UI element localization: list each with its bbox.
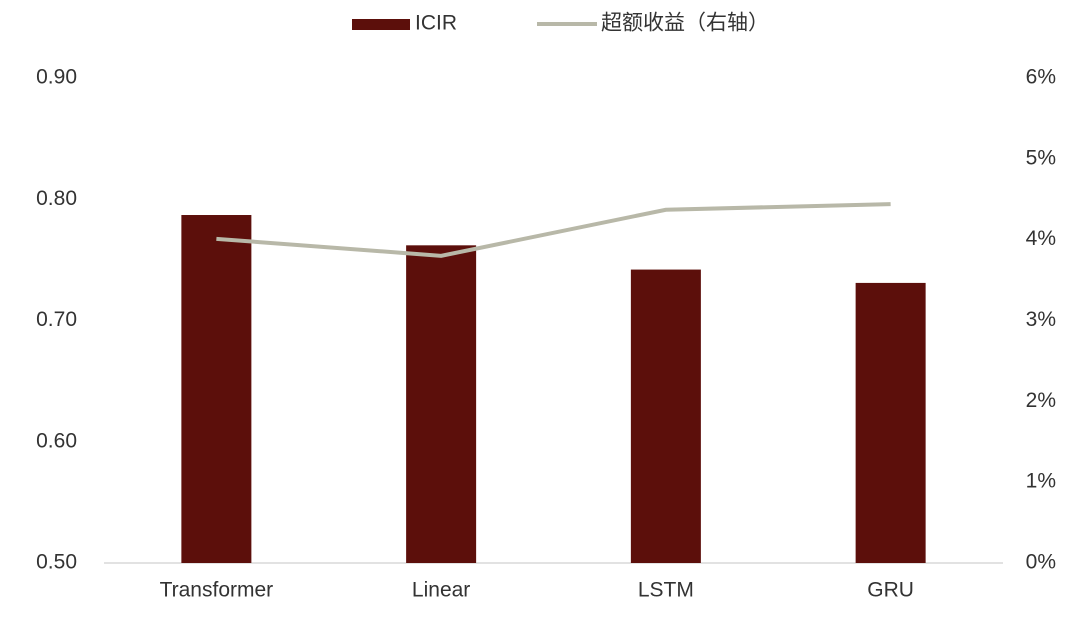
- x-tick-label: Linear: [412, 579, 470, 602]
- y2-tick-label: 6%: [1026, 66, 1056, 89]
- y2-tick-label: 3%: [1026, 308, 1056, 331]
- y-tick-label: 0.60: [36, 429, 77, 452]
- y2-tick-label: 4%: [1026, 227, 1056, 250]
- x-tick-label: LSTM: [638, 579, 694, 602]
- y-tick-label: 0.80: [36, 187, 77, 210]
- legend-swatch: [352, 19, 410, 30]
- y-tick-label: 0.50: [36, 551, 77, 574]
- y2-tick-label: 5%: [1026, 146, 1056, 169]
- legend-label: ICIR: [415, 12, 457, 35]
- bar: [855, 282, 926, 563]
- y-tick-label: 0.70: [36, 308, 77, 331]
- x-tick-label: Transformer: [160, 579, 274, 602]
- y2-tick-label: 0%: [1026, 551, 1056, 574]
- y-tick-label: 0.90: [36, 66, 77, 89]
- y2-tick-label: 2%: [1026, 389, 1056, 412]
- y2-tick-label: 1%: [1026, 470, 1056, 493]
- line: [216, 202, 891, 258]
- bar: [181, 215, 252, 563]
- bar: [630, 269, 701, 563]
- x-tick-label: GRU: [867, 579, 914, 602]
- legend-label: 超额收益（右轴）: [601, 12, 769, 35]
- bar: [406, 245, 477, 563]
